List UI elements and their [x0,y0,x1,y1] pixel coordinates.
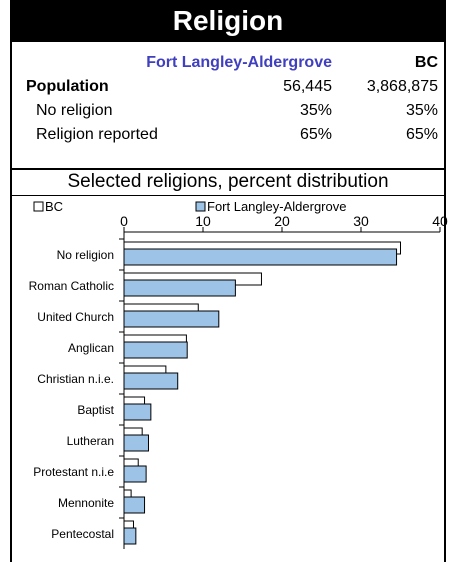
bar-fort-langley-aldergrove [123,310,220,328]
category-label: Roman Catholic [29,279,114,293]
stats-row-population: Population 56,445 3,868,875 [10,78,446,100]
religion-bar-chart: BC Fort Langley-Aldergrove 0 10 20 30 40 No rel… [29,199,448,549]
stats-row-no-religion: No religion 35% 35% [10,102,446,124]
stats-row-province-value: 3,868,875 [366,78,438,95]
bar-fort-langley-aldergrove [123,403,152,421]
category-label: Christian n.i.e. [37,372,114,386]
x-tick-label: 40 [432,213,448,229]
x-tick-label: 10 [195,213,211,229]
stats-row-religion-reported: Religion reported 65% 65% [10,126,446,148]
stats-table: Fort Langley-Aldergrove BC Population 56… [10,42,446,170]
x-tick-label: 30 [353,213,369,229]
bar-fort-langley-aldergrove [123,496,146,514]
x-tick-label: 20 [274,213,290,229]
province-column-header: BC [414,54,438,71]
bar-fort-langley-aldergrove [123,465,147,483]
bar-fort-langley-aldergrove [123,279,236,297]
bar-fort-langley-aldergrove [123,527,137,545]
legend-label-0: BC [45,199,63,214]
category-label: No religion [57,248,114,262]
stats-row-label: Religion reported [36,126,158,143]
bar-fort-langley-aldergrove [123,248,398,266]
stats-header-row: Fort Langley-Aldergrove BC [10,54,446,76]
category-label: Mennonite [58,496,114,510]
category-label: Pentecostal [51,527,114,541]
stats-row-province-value: 35% [405,102,438,119]
bar-fort-langley-aldergrove [123,434,149,452]
stats-row-region-value: 56,445 [283,78,332,95]
legend-label-1: Fort Langley-Aldergrove [207,199,346,214]
legend-swatch-0 [33,201,44,212]
category-label: Lutheran [67,434,114,448]
chart-section-title: Selected religions, percent distribution [10,170,446,196]
bar-fort-langley-aldergrove [123,372,179,390]
panel-title: Religion [10,0,446,42]
bar-fort-langley-aldergrove [123,341,188,359]
stats-row-province-value: 65% [405,126,438,143]
panel-frame [10,0,446,562]
legend-swatch-1 [195,201,206,212]
stats-row-label: No religion [36,102,113,119]
stats-row-region-value: 35% [299,102,332,119]
region-column-header: Fort Langley-Aldergrove [146,54,332,71]
category-label: Baptist [77,403,114,417]
x-tick-label: 0 [120,213,128,229]
stats-row-label: Population [26,78,109,95]
category-label: Protestant n.i.e [33,465,114,479]
category-label: Anglican [68,341,114,355]
category-label: United Church [37,310,114,324]
stats-row-region-value: 65% [299,126,332,143]
